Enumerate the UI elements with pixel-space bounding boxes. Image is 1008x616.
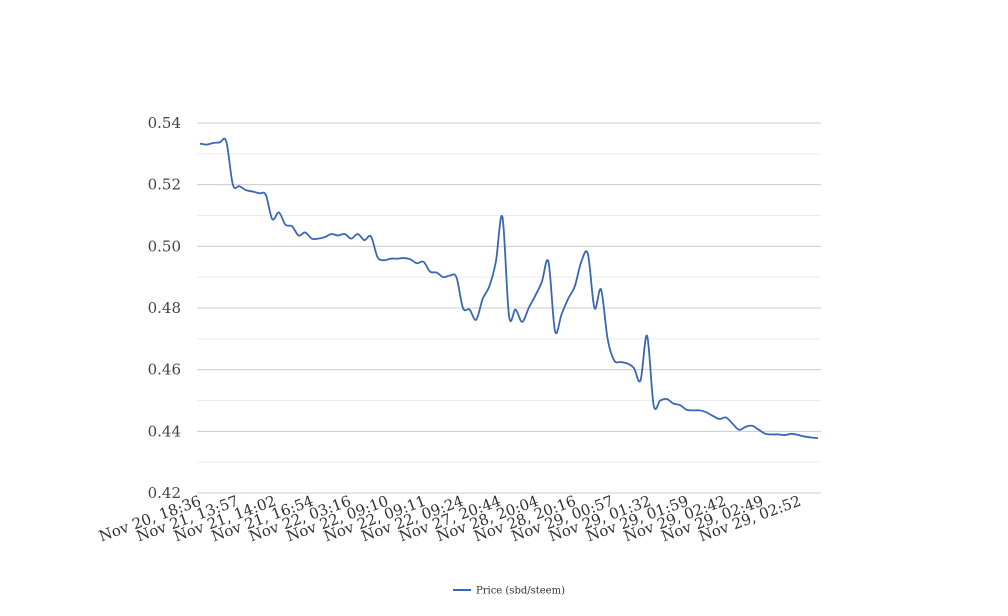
- legend[interactable]: Price (sbd/steem): [453, 586, 565, 597]
- y-tick-label: 0.44: [148, 422, 181, 440]
- series-layer: [199, 137, 819, 440]
- series-line-0: [199, 137, 819, 440]
- y-tick-label: 0.46: [148, 361, 181, 379]
- legend-label: Price (sbd/steem): [476, 586, 565, 597]
- gridlines: [197, 122, 821, 494]
- y-tick-label: 0.50: [148, 237, 181, 255]
- y-tick-label: 0.42: [148, 484, 181, 502]
- y-tick-label: 0.48: [148, 299, 181, 317]
- y-tick-label: 0.52: [148, 176, 181, 194]
- y-axis-tick-labels: 0.42 0.44 0.46 0.48 0.50 0.52 0.54: [148, 114, 181, 502]
- y-tick-label: 0.54: [148, 114, 181, 132]
